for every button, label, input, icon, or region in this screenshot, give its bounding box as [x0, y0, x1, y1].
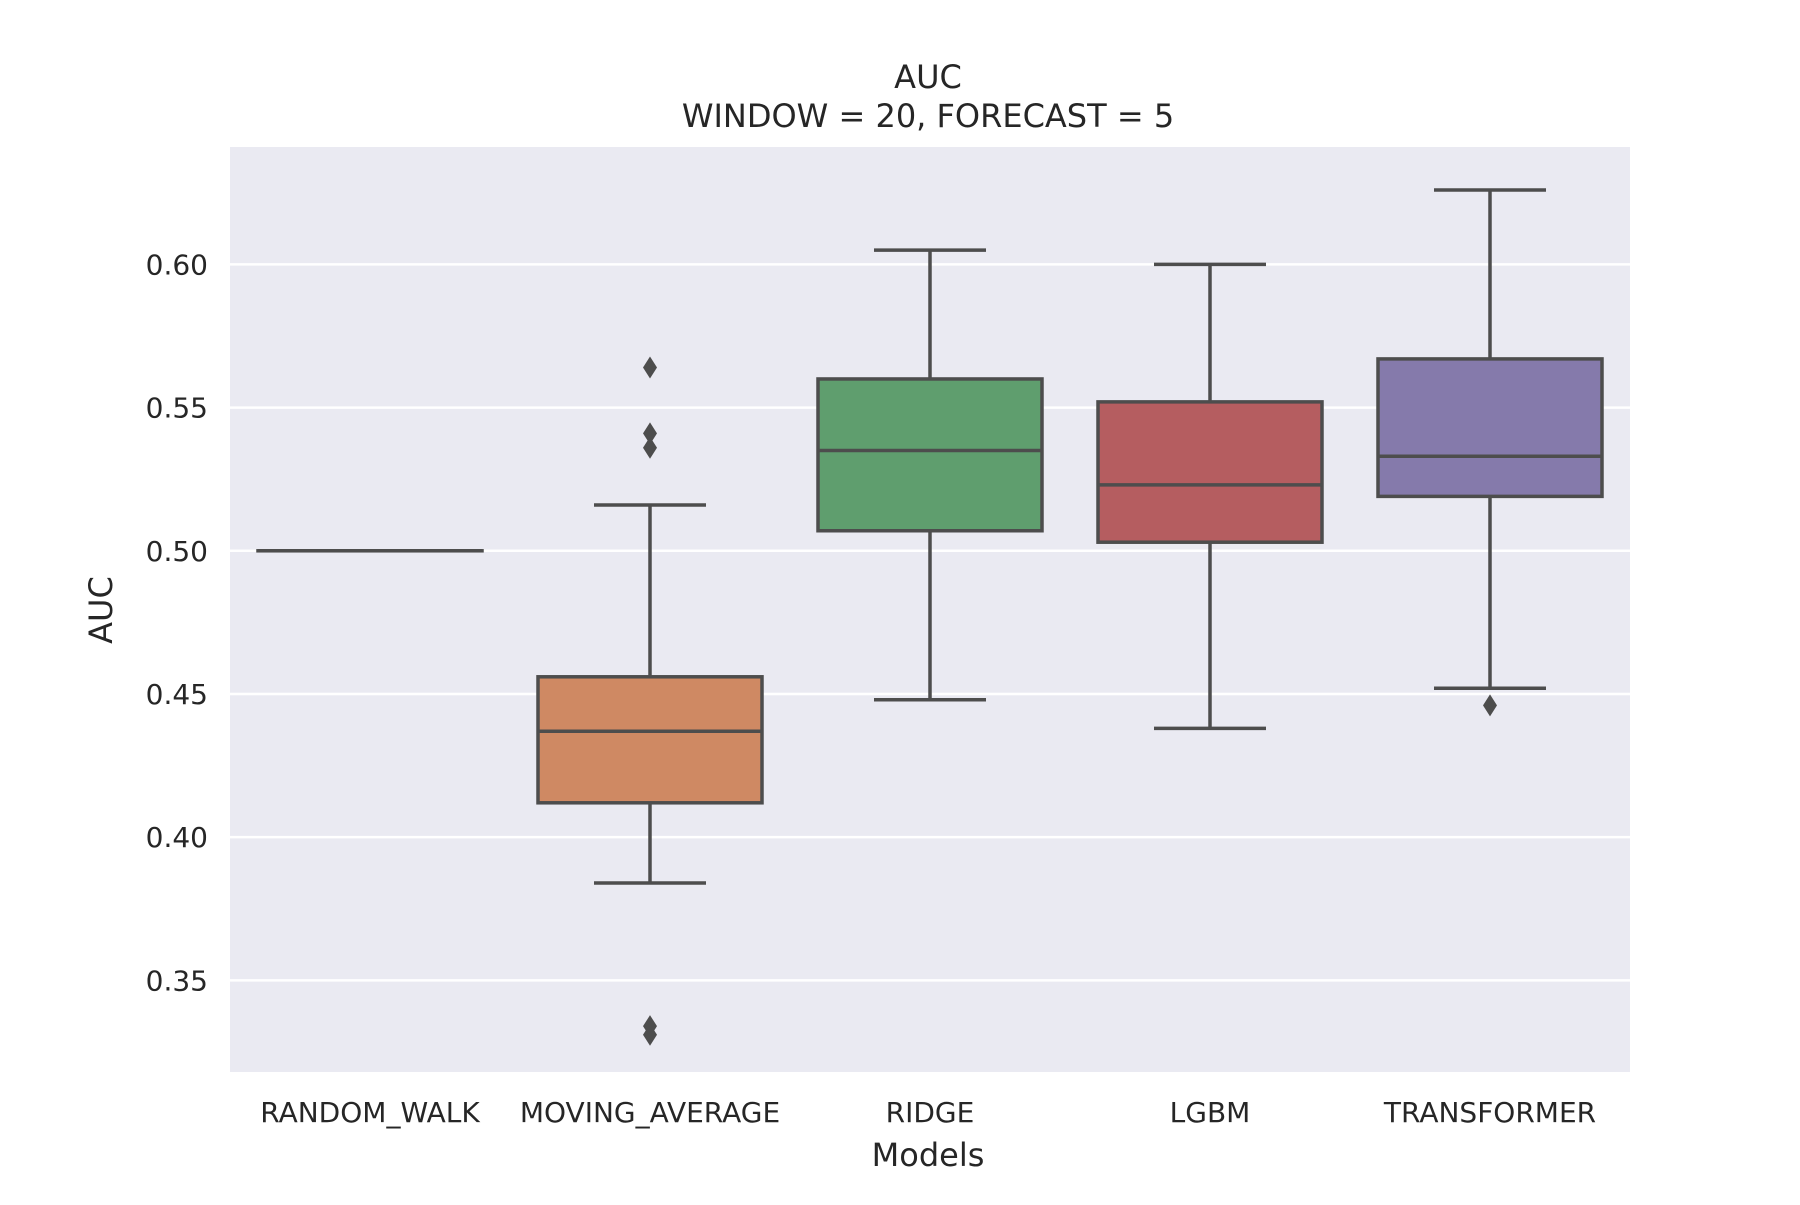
y-tick-labels: 0.35 0.40 0.45 0.50 0.55 0.60 — [146, 248, 208, 997]
x-tick-label: TRANSFORMER — [1383, 1096, 1596, 1129]
box-iqr — [818, 379, 1042, 531]
x-tick-label: MOVING_AVERAGE — [520, 1096, 780, 1129]
y-tick-label: 0.35 — [146, 964, 208, 997]
x-tick-label: RANDOM_WALK — [260, 1096, 480, 1129]
chart-title: AUC — [894, 58, 962, 96]
x-tick-label: LGBM — [1170, 1096, 1251, 1129]
chart-subtitle: WINDOW = 20, FORECAST = 5 — [682, 97, 1174, 135]
box-iqr — [538, 677, 762, 803]
x-tick-labels: RANDOM_WALK MOVING_AVERAGE RIDGE LGBM TRANSF… — [260, 1096, 1596, 1129]
x-tick-label: RIDGE — [886, 1096, 975, 1129]
y-tick-label: 0.55 — [146, 392, 208, 425]
y-tick-label: 0.50 — [146, 535, 208, 568]
y-tick-label: 0.40 — [146, 821, 208, 854]
box-iqr — [1378, 359, 1602, 496]
x-axis-label: Models — [872, 1136, 985, 1174]
y-tick-label: 0.60 — [146, 248, 208, 281]
y-axis-label: AUC — [82, 576, 120, 644]
box-iqr — [1098, 402, 1322, 542]
y-tick-label: 0.45 — [146, 678, 208, 711]
